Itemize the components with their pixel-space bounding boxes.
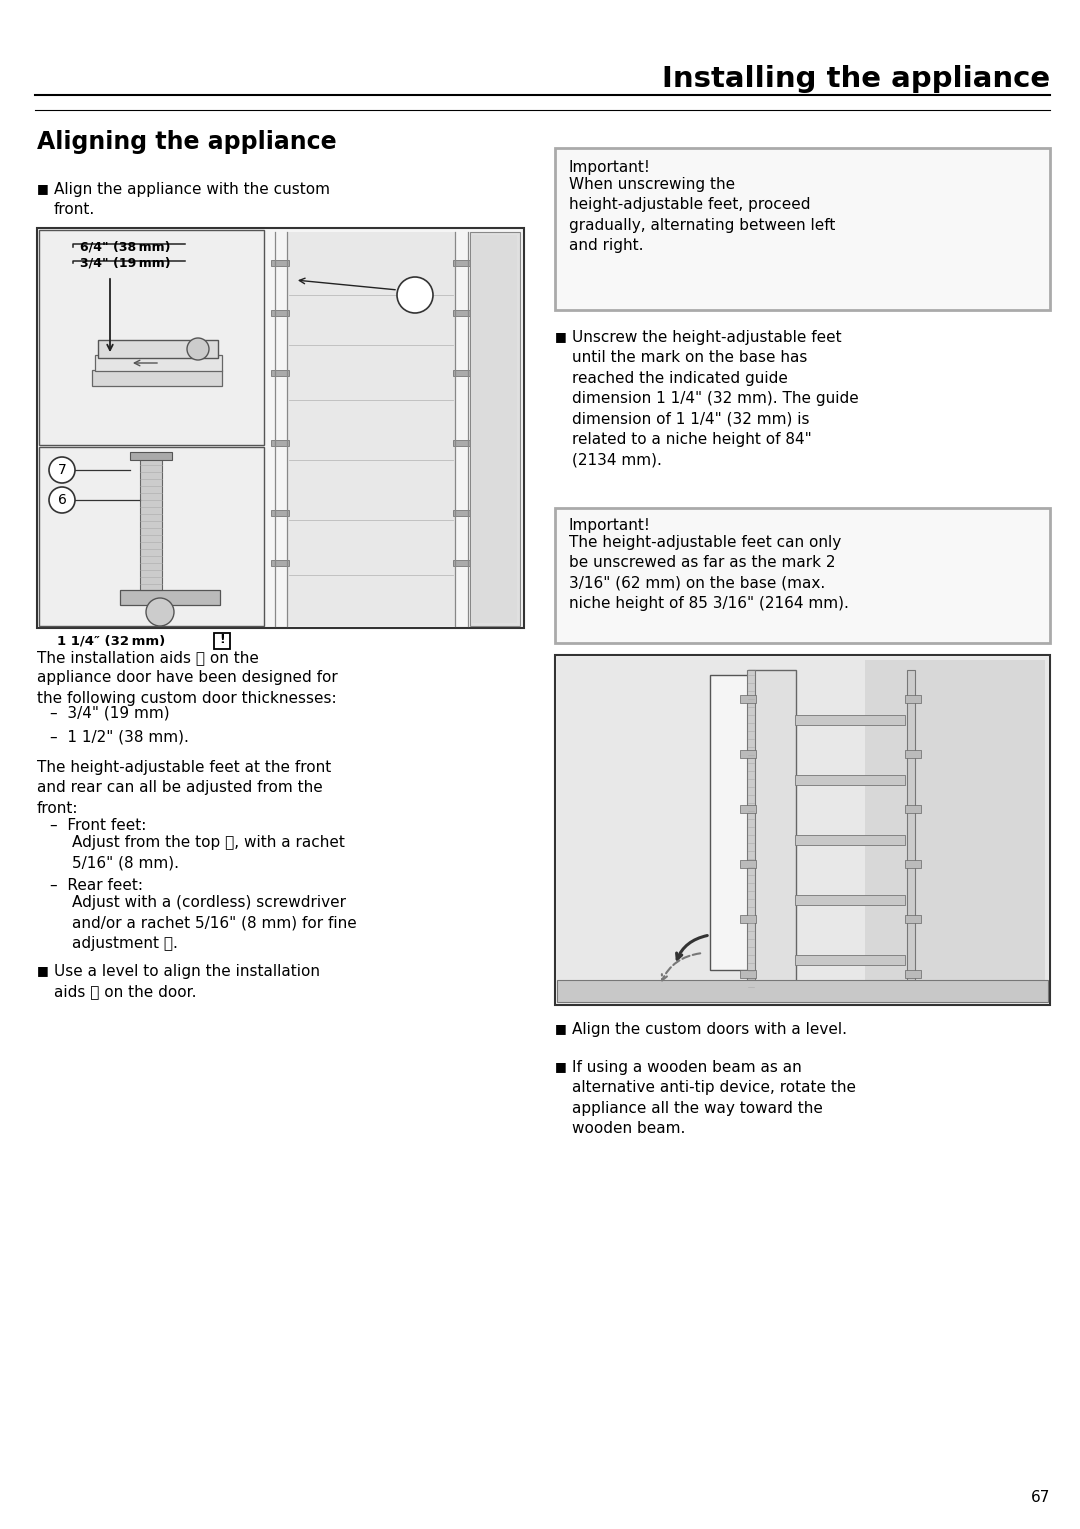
Text: 7: 7 bbox=[57, 463, 66, 477]
Text: Installing the appliance: Installing the appliance bbox=[662, 66, 1050, 93]
Bar bbox=[557, 657, 1048, 1003]
Bar bbox=[92, 370, 222, 385]
Text: The installation aids ⓤ on the
appliance door have been designed for
the followi: The installation aids ⓤ on the appliance… bbox=[37, 650, 338, 706]
Bar bbox=[795, 775, 905, 784]
Text: ■: ■ bbox=[555, 1060, 567, 1073]
Bar bbox=[271, 310, 289, 317]
Text: ■: ■ bbox=[555, 1021, 567, 1035]
Bar bbox=[120, 590, 220, 605]
Text: The height-adjustable feet can only
be unscrewed as far as the mark 2
3/16" (62 : The height-adjustable feet can only be u… bbox=[569, 535, 849, 612]
Bar bbox=[557, 980, 1048, 1001]
Bar bbox=[795, 716, 905, 725]
Circle shape bbox=[397, 277, 433, 313]
Bar bbox=[905, 804, 921, 813]
Bar bbox=[905, 751, 921, 758]
Bar bbox=[795, 835, 905, 846]
Bar bbox=[39, 229, 264, 445]
Text: Use a level to align the installation
aids ⓤ on the door.: Use a level to align the installation ai… bbox=[54, 963, 320, 1000]
Bar bbox=[555, 508, 1050, 644]
Bar bbox=[740, 751, 756, 758]
Text: –  Rear feet:: – Rear feet: bbox=[50, 878, 143, 893]
Bar bbox=[905, 969, 921, 979]
Circle shape bbox=[49, 457, 75, 483]
Text: Unscrew the height-adjustable feet
until the mark on the base has
reached the in: Unscrew the height-adjustable feet until… bbox=[572, 330, 859, 468]
Bar bbox=[271, 440, 289, 446]
Text: 3/4" (19 mm): 3/4" (19 mm) bbox=[80, 257, 171, 271]
Bar bbox=[740, 969, 756, 979]
Bar bbox=[795, 956, 905, 965]
Bar bbox=[271, 511, 289, 515]
Text: 1 1/4″ (32 mm): 1 1/4″ (32 mm) bbox=[57, 635, 165, 647]
Bar bbox=[555, 148, 1050, 310]
Text: Adjust with a (cordless) screwdriver
and/or a rachet 5/16" (8 mm) for fine
adjus: Adjust with a (cordless) screwdriver and… bbox=[72, 894, 356, 951]
Bar bbox=[865, 661, 1045, 1001]
Bar bbox=[130, 453, 172, 460]
Text: Important!: Important! bbox=[569, 518, 651, 534]
Text: ■: ■ bbox=[37, 963, 49, 977]
Circle shape bbox=[49, 488, 75, 514]
Bar bbox=[710, 674, 748, 969]
Bar bbox=[271, 260, 289, 266]
Text: 5: 5 bbox=[409, 286, 420, 304]
Text: Adjust from the top ⓥ, with a rachet
5/16" (8 mm).: Adjust from the top ⓥ, with a rachet 5/1… bbox=[72, 835, 345, 870]
Bar bbox=[905, 914, 921, 924]
Bar bbox=[905, 859, 921, 868]
Text: When unscrewing the
height-adjustable feet, proceed
gradually, alternating betwe: When unscrewing the height-adjustable fe… bbox=[569, 177, 835, 254]
Text: ■: ■ bbox=[555, 330, 567, 342]
Bar bbox=[907, 670, 915, 1000]
Text: 6/4" (38 mm): 6/4" (38 mm) bbox=[80, 240, 171, 252]
Bar bbox=[140, 456, 162, 595]
Bar bbox=[470, 232, 519, 625]
Bar bbox=[453, 310, 471, 317]
Bar bbox=[39, 446, 264, 625]
Text: ■: ■ bbox=[37, 182, 49, 196]
Bar bbox=[740, 804, 756, 813]
Bar bbox=[453, 560, 471, 566]
Text: Align the appliance with the custom
front.: Align the appliance with the custom fron… bbox=[54, 182, 330, 217]
Bar bbox=[271, 370, 289, 376]
Bar bbox=[747, 670, 755, 1000]
Text: Important!: Important! bbox=[569, 161, 651, 174]
Bar bbox=[795, 894, 905, 905]
Circle shape bbox=[187, 338, 210, 359]
Text: –  Front feet:: – Front feet: bbox=[50, 818, 147, 833]
Text: 67: 67 bbox=[1030, 1489, 1050, 1505]
Bar bbox=[271, 560, 289, 566]
Bar bbox=[453, 260, 471, 266]
Text: The height-adjustable feet at the front
and rear can all be adjusted from the
fr: The height-adjustable feet at the front … bbox=[37, 760, 332, 816]
Bar bbox=[471, 235, 517, 622]
Bar bbox=[905, 696, 921, 703]
Text: Align the custom doors with a level.: Align the custom doors with a level. bbox=[572, 1021, 847, 1037]
Text: If using a wooden beam as an
alternative anti-tip device, rotate the
appliance a: If using a wooden beam as an alternative… bbox=[572, 1060, 856, 1136]
Bar bbox=[740, 859, 756, 868]
Text: –  3/4" (19 mm): – 3/4" (19 mm) bbox=[50, 706, 170, 722]
Bar bbox=[95, 355, 222, 372]
Bar bbox=[740, 914, 756, 924]
Bar bbox=[740, 696, 756, 703]
Bar bbox=[453, 511, 471, 515]
Bar bbox=[453, 440, 471, 446]
Circle shape bbox=[146, 598, 174, 625]
Bar bbox=[748, 670, 796, 1000]
Bar bbox=[453, 370, 471, 376]
Bar bbox=[555, 654, 1050, 1005]
Text: !: ! bbox=[219, 633, 225, 645]
Text: Aligning the appliance: Aligning the appliance bbox=[37, 130, 337, 154]
Bar bbox=[214, 633, 230, 648]
Bar bbox=[287, 232, 455, 625]
Bar bbox=[37, 228, 524, 628]
Bar bbox=[98, 339, 218, 358]
Text: 6: 6 bbox=[57, 492, 67, 508]
Text: –  1 1/2" (38 mm).: – 1 1/2" (38 mm). bbox=[50, 729, 189, 745]
